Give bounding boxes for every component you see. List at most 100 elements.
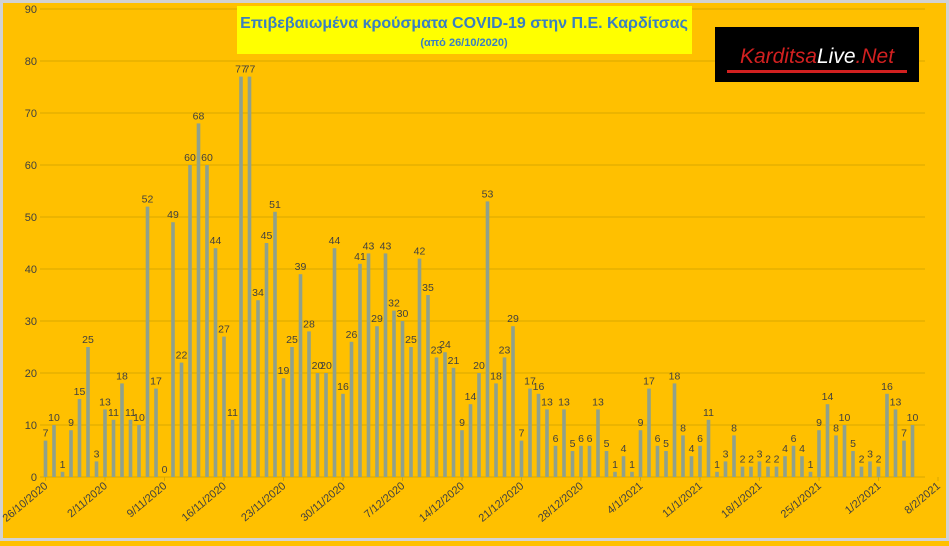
bar bbox=[485, 201, 490, 477]
data-label: 16 bbox=[533, 381, 545, 393]
data-label: 24 bbox=[439, 339, 451, 351]
bar bbox=[281, 378, 286, 477]
bar bbox=[230, 419, 235, 477]
data-label: 23 bbox=[499, 344, 511, 356]
data-label: 4 bbox=[689, 443, 695, 455]
bar bbox=[434, 357, 439, 477]
bar bbox=[256, 300, 260, 477]
data-labels: 7101915253131118111052170492260686044271… bbox=[43, 64, 919, 476]
bar bbox=[732, 435, 736, 477]
bar bbox=[154, 388, 158, 477]
bar bbox=[494, 383, 498, 477]
data-label: 53 bbox=[482, 188, 494, 200]
bar bbox=[511, 326, 515, 477]
data-label: 34 bbox=[252, 287, 264, 299]
bar bbox=[519, 440, 524, 477]
data-label: 9 bbox=[816, 417, 822, 429]
bar bbox=[137, 425, 141, 477]
data-label: 17 bbox=[150, 376, 162, 388]
bar bbox=[477, 373, 481, 477]
bar bbox=[86, 347, 90, 477]
bar bbox=[528, 388, 532, 477]
bar bbox=[205, 165, 209, 477]
chart-title: Επιβεβαιωμένα κρούσματα COVID-19 στην Π.… bbox=[240, 15, 688, 32]
y-axis: 0 10 20 30 40 50 60 70 80 90 bbox=[25, 4, 37, 484]
bar bbox=[698, 445, 702, 477]
bar bbox=[562, 409, 566, 477]
bar bbox=[392, 310, 396, 477]
data-label: 60 bbox=[201, 152, 213, 164]
title-background bbox=[237, 6, 692, 54]
bar bbox=[273, 211, 277, 478]
data-label: 3 bbox=[94, 448, 100, 460]
bar bbox=[902, 440, 906, 477]
bar bbox=[587, 445, 592, 477]
data-label: 1 bbox=[60, 459, 66, 471]
data-label: 43 bbox=[363, 240, 375, 252]
bar bbox=[630, 471, 634, 477]
data-label: 9 bbox=[68, 417, 74, 429]
data-label: 3 bbox=[723, 448, 729, 460]
data-label: 2 bbox=[748, 454, 754, 466]
title-box: Επιβεβαιωμένα κρούσματα COVID-19 στην Π.… bbox=[237, 6, 692, 54]
bar bbox=[375, 326, 379, 477]
data-label: 30 bbox=[397, 308, 409, 320]
bar bbox=[443, 352, 447, 477]
data-label: 4 bbox=[782, 443, 788, 455]
bars bbox=[43, 76, 915, 478]
bar bbox=[43, 440, 48, 477]
bar bbox=[358, 263, 362, 477]
bar bbox=[332, 248, 337, 477]
data-label: 1 bbox=[714, 459, 720, 471]
bar bbox=[851, 451, 855, 477]
bar bbox=[502, 357, 507, 477]
bar bbox=[876, 466, 881, 477]
data-label: 6 bbox=[587, 433, 593, 445]
bar bbox=[366, 253, 371, 477]
data-label: 11 bbox=[108, 407, 119, 419]
bar bbox=[290, 347, 294, 477]
data-label: 35 bbox=[422, 282, 434, 294]
data-label: 29 bbox=[507, 313, 519, 325]
bar bbox=[706, 419, 711, 477]
data-label: 3 bbox=[757, 448, 763, 460]
data-label: 20 bbox=[473, 360, 485, 372]
bar bbox=[179, 362, 184, 477]
bar bbox=[885, 393, 889, 477]
data-label: 10 bbox=[133, 412, 145, 424]
bar bbox=[111, 419, 116, 477]
y-tick-label: 0 bbox=[31, 472, 37, 484]
data-label: 39 bbox=[295, 261, 307, 273]
data-label: 1 bbox=[629, 459, 635, 471]
logo-part-net: .Net bbox=[856, 45, 896, 68]
bar bbox=[341, 393, 345, 477]
data-label: 13 bbox=[541, 396, 553, 408]
data-label: 41 bbox=[354, 251, 366, 263]
bar bbox=[417, 258, 422, 477]
bar bbox=[460, 430, 464, 477]
bar bbox=[604, 451, 609, 477]
data-label: 14 bbox=[822, 391, 834, 403]
y-tick-label: 60 bbox=[25, 160, 37, 172]
data-label: 4 bbox=[799, 443, 805, 455]
data-label: 6 bbox=[553, 433, 559, 445]
data-label: 16 bbox=[881, 381, 893, 393]
karditsalive-logo: KarditsaLive.Net bbox=[715, 27, 919, 82]
data-label: 49 bbox=[167, 209, 179, 221]
bar bbox=[766, 466, 770, 477]
data-label: 0 bbox=[162, 464, 168, 476]
bar bbox=[145, 206, 150, 477]
data-label: 1 bbox=[612, 459, 618, 471]
bar bbox=[893, 409, 898, 477]
data-label: 6 bbox=[578, 433, 584, 445]
logo-text: KarditsaLive.Net bbox=[740, 45, 895, 68]
data-label: 32 bbox=[388, 298, 400, 310]
data-label: 29 bbox=[371, 313, 383, 325]
chart-subtitle: (από 26/10/2020) bbox=[420, 37, 508, 49]
data-label: 2 bbox=[774, 454, 780, 466]
data-label: 20 bbox=[320, 360, 332, 372]
data-label: 18 bbox=[669, 370, 681, 382]
data-label: 25 bbox=[405, 334, 417, 346]
